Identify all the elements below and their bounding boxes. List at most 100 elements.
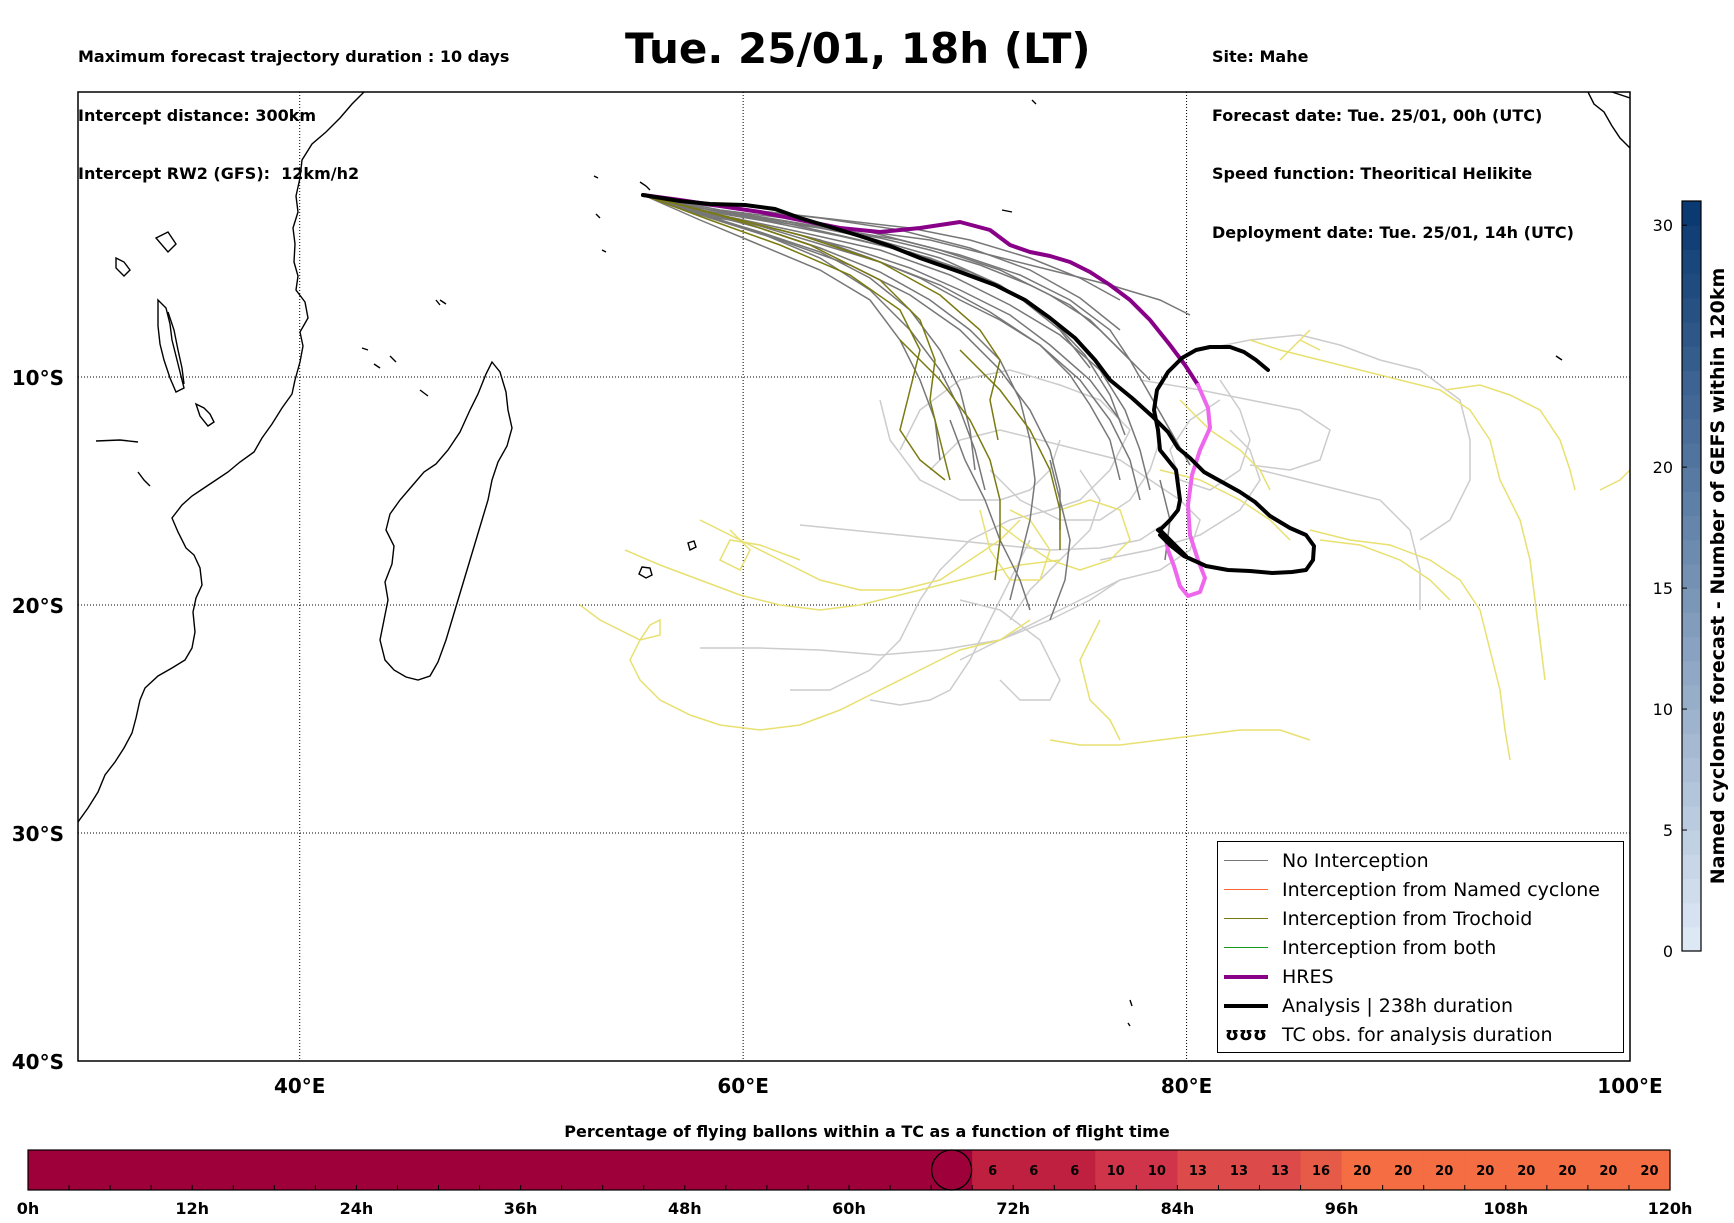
colorbar-cell (1682, 636, 1701, 662)
flight-hour-label: 12h (175, 1199, 209, 1218)
legend-swatch (1224, 889, 1268, 890)
coastlines (78, 92, 1630, 1027)
tc-symbol-icon: ʊʊʊ (1225, 1024, 1267, 1045)
flight-bar-cell (397, 1150, 440, 1190)
legend-label: TC obs. for analysis duration (1282, 1023, 1553, 1046)
colorbar-tick-label: 15 (1653, 579, 1673, 598)
colorbar-cell (1682, 273, 1701, 299)
speed-function-text: Speed function: Theoritical Helikite (1212, 164, 1533, 183)
flight-bar-cell (1423, 1150, 1466, 1190)
flight-bar-cell (233, 1150, 275, 1190)
colorbar-cell (1682, 878, 1701, 904)
latitude-label: 40°S (12, 1050, 64, 1074)
colorbar-cell (1682, 563, 1701, 589)
colorbar-cell (1682, 225, 1701, 250)
map-gridlines (78, 92, 1630, 1061)
seychelles-islands (439, 99, 1037, 305)
flight-bar-cell-value: 20 (1476, 1164, 1494, 1179)
colorbar-cell (1682, 781, 1701, 807)
legend-swatch (1224, 860, 1268, 861)
flight-bar-cell (1095, 1150, 1137, 1190)
flight-bar-cell-value: 13 (1189, 1164, 1207, 1179)
colorbar-tick-label: 0 (1663, 942, 1673, 961)
flight-bar-cell (643, 1150, 686, 1190)
flight-bar-cell (1013, 1150, 1055, 1190)
colorbar-frame (1681, 200, 1702, 952)
flight-hour-label: 0h (17, 1199, 40, 1218)
flight-bar-cell-value: 6 (988, 1164, 997, 1179)
colorbar-tick-label: 30 (1653, 216, 1673, 235)
forecast-date-text: Forecast date: Tue. 25/01, 00h (UTC) (1212, 105, 1543, 125)
flight-bar-cell (1341, 1150, 1384, 1190)
mascarene-island (638, 566, 653, 579)
flight-bar-cell (520, 1150, 563, 1190)
flight-bar-cell (438, 1150, 481, 1190)
flight-bar-cell (602, 1150, 645, 1190)
longitude-label: 60°E (717, 1074, 769, 1098)
flight-bar-cell-value: 16 (1312, 1164, 1330, 1179)
site-parameters: Site: Mahe Forecast date: Tue. 25/01, 00… (1212, 8, 1574, 262)
colorbar-cell (1682, 418, 1701, 444)
flight-bar-cell (356, 1150, 399, 1190)
colorbar-cell (1682, 201, 1701, 226)
flight-bar-cell-value: 20 (1394, 1164, 1412, 1179)
legend-item-hres: HRES (1224, 962, 1334, 991)
legend-item-no-interception: No Interception (1224, 846, 1429, 875)
flight-bar-cell (274, 1150, 316, 1190)
flight-hour-label: 60h (832, 1199, 866, 1218)
latitude-label: 30°S (12, 822, 64, 846)
flight-time-bar: 6 6 6 10 10 13 13 13 16 20 20 20 20 20 20 20 20 0h 12h 24h… (17, 1149, 1692, 1218)
flight-bar-cell (972, 1150, 1014, 1190)
flight-bar-cell (766, 1150, 809, 1190)
longitude-labels: 40°E 60°E 80°E 100°E (274, 1074, 1663, 1098)
flight-bar-cell (684, 1150, 727, 1190)
trochoid-interception-trajectories (642, 194, 1061, 581)
current-time-marker (930, 1149, 973, 1191)
flight-hour-label: 24h (340, 1199, 374, 1218)
colorbar-cell (1682, 757, 1701, 783)
site-text: Site: Mahe (1212, 47, 1309, 66)
colorbar-cell (1682, 684, 1701, 710)
longitude-label: 100°E (1597, 1074, 1662, 1098)
legend-label: Interception from Named cyclone (1282, 878, 1600, 901)
colorbar-cell (1682, 321, 1701, 347)
flight-bar-cell (1177, 1150, 1220, 1190)
flight-bar-cell (69, 1150, 111, 1190)
colorbar-cell (1682, 370, 1701, 396)
colorbar: 0 5 10 15 20 30 Named cyclones forecast - Num… (1653, 200, 1729, 961)
colorbar-cell (1682, 467, 1701, 492)
flight-hour-label: 96h (1325, 1199, 1359, 1218)
flight-bar-cell (1546, 1150, 1589, 1190)
flight-bar-title: Percentage of flying ballons within a TC… (564, 1122, 1170, 1141)
flight-bar-cell-value: 6 (1029, 1164, 1038, 1179)
asia-coast (1587, 92, 1630, 149)
flight-bar-cell-value: 10 (1148, 1164, 1166, 1179)
latitude-labels: 10°S 20°S 30°S 40°S (12, 366, 64, 1074)
colorbar-tick-label: 10 (1653, 700, 1673, 719)
colorbar-cell (1682, 926, 1701, 952)
reunion-island (687, 540, 697, 552)
colorbar-cell (1682, 805, 1701, 831)
colorbar-cell (1682, 442, 1701, 468)
flight-bar-cell (849, 1150, 891, 1190)
flight-bar-cell (1505, 1150, 1548, 1190)
legend-item-trochoid: Interception from Trochoid (1224, 904, 1532, 933)
latitude-label: 10°S (12, 366, 64, 390)
flight-bar-cell (1136, 1150, 1178, 1190)
legend-swatch (1224, 918, 1268, 919)
flight-bar-cell (1218, 1150, 1261, 1190)
hres-tail-trajectory (1163, 383, 1212, 598)
flight-bar-cell (110, 1150, 152, 1190)
flight-hour-label: 48h (668, 1199, 702, 1218)
mozambique-channel-islands (361, 299, 441, 397)
legend-swatch (1224, 974, 1268, 979)
colorbar-cell (1682, 733, 1701, 759)
flight-bar-cell (1382, 1150, 1425, 1190)
colorbar-cell (1682, 297, 1701, 323)
legend-swatch (1224, 947, 1268, 948)
legend-swatch (1224, 1003, 1268, 1008)
colorbar-title: Named cyclones forecast - Number of GEFS… (1707, 268, 1729, 885)
flight-bar-cell-value: 6 (1070, 1164, 1079, 1179)
colorbar-cell (1682, 902, 1701, 928)
